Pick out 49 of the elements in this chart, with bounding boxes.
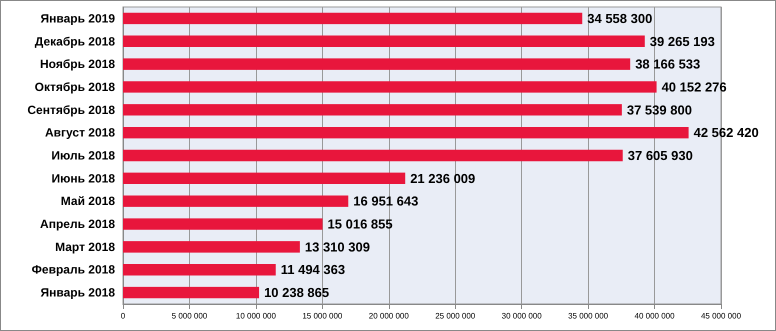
data-label: 39 265 193 xyxy=(650,34,715,49)
x-tick-label: 35 000 000 xyxy=(568,312,609,320)
x-tick-label: 30 000 000 xyxy=(502,312,542,320)
y-tick-label: Январь 2018 xyxy=(40,286,116,300)
y-tick-label: Ноябрь 2018 xyxy=(40,57,116,72)
x-tick-label: 5 000 000 xyxy=(172,312,208,320)
y-tick-label: Июнь 2018 xyxy=(51,171,116,186)
x-tick-label: 45 000 000 xyxy=(700,312,742,320)
data-label: 21 236 009 xyxy=(410,170,476,186)
y-tick-label: Декабрь 2018 xyxy=(34,34,116,48)
y-tick-label: Июль 2018 xyxy=(51,148,116,162)
bar xyxy=(123,12,582,24)
bar xyxy=(123,264,276,276)
bar xyxy=(123,241,300,253)
data-label: 15 016 855 xyxy=(328,216,393,232)
data-label: 37 539 800 xyxy=(626,102,692,118)
y-tick-label: Февраль 2018 xyxy=(32,262,116,277)
bar xyxy=(123,218,323,230)
data-label: 38 166 533 xyxy=(635,56,700,72)
data-label: 16 951 643 xyxy=(353,194,418,209)
data-label: 40 152 276 xyxy=(662,79,727,94)
y-tick-label: Сентябрь 2018 xyxy=(27,102,116,117)
x-tick-label: 15 000 000 xyxy=(302,312,343,320)
bar xyxy=(123,81,657,93)
x-tick-label: 20 000 000 xyxy=(368,312,410,320)
x-tick-label: 10 000 000 xyxy=(236,312,276,320)
bar xyxy=(123,104,622,116)
bar xyxy=(123,172,406,184)
x-tick-label: 25 000 000 xyxy=(435,312,476,320)
x-tick-label: 40 000 000 xyxy=(634,312,676,320)
data-label: 42 562 420 xyxy=(694,125,759,140)
data-label: 37 605 930 xyxy=(628,148,693,163)
bar xyxy=(123,36,645,47)
data-label: 34 558 300 xyxy=(587,10,652,26)
y-tick-label: Август 2018 xyxy=(45,126,116,140)
bar xyxy=(123,195,348,207)
bar xyxy=(123,286,260,298)
data-label: 10 238 865 xyxy=(264,285,330,300)
data-label: 13 310 309 xyxy=(304,239,370,254)
y-tick-label: Март 2018 xyxy=(55,240,116,254)
data-label: 11 494 363 xyxy=(280,262,346,278)
y-tick-label: Январь 2019 xyxy=(40,11,116,26)
y-tick-label: Май 2018 xyxy=(60,194,116,208)
bar xyxy=(123,150,623,162)
x-tick-label: 0 xyxy=(120,312,126,320)
y-tick-label: Октябрь 2018 xyxy=(34,80,116,94)
bar xyxy=(123,126,689,138)
y-tick-label: Апрель 2018 xyxy=(40,217,116,232)
bar xyxy=(123,58,630,70)
